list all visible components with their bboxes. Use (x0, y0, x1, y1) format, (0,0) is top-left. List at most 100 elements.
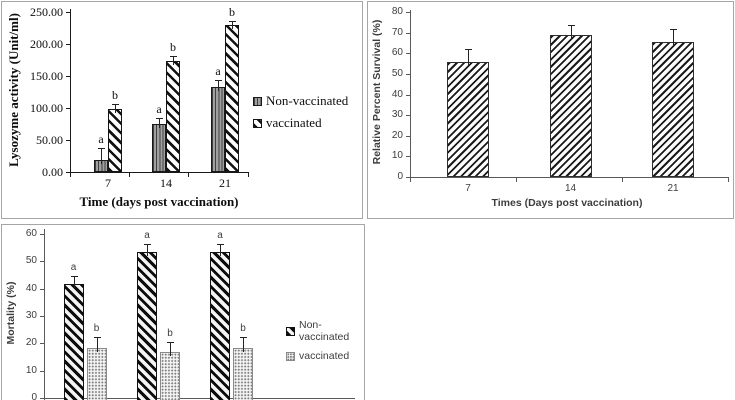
error-bar-stem (170, 341, 171, 357)
y-tick-mark (406, 177, 410, 178)
panel-lysozyme-chart: Lysozyme activity (Unit/ml) Time (days p… (1, 1, 363, 219)
y-tick-mark (40, 261, 44, 263)
sig-letter: a (156, 102, 162, 117)
y-tick-mark (406, 32, 410, 34)
error-bar-cap (567, 25, 575, 27)
y-tick-mark (406, 115, 410, 117)
error-bar-stem (73, 275, 75, 288)
sig-letter: b (170, 40, 176, 55)
panel-mortality-chart: Mortality (%) Non-vaccinated vaccinated … (1, 224, 365, 400)
vaccinated-swatch-icon (286, 351, 295, 361)
y-tick-mark (40, 398, 44, 399)
bar (86, 347, 107, 400)
legend-item-nonvaccinated: Non-vaccinated (253, 93, 348, 109)
y-tick-mark (66, 172, 70, 173)
y-tick-mark (406, 73, 410, 75)
x-axis-line (410, 177, 729, 178)
y-tick-mark (406, 94, 410, 96)
y-tick-mark (406, 135, 410, 137)
x-tick-label: 21 (219, 176, 231, 190)
error-bar-stem (159, 118, 160, 128)
error-bar-cap (93, 337, 101, 339)
x-tick-mark (410, 178, 411, 182)
y-axis-line (410, 10, 411, 177)
sig-letter: a (98, 131, 104, 146)
y-tick-label: 150.00 (30, 69, 63, 83)
legend-item-vaccinated: vaccinated (286, 350, 364, 362)
error-bar-stem (232, 20, 233, 30)
sig-letter: b (240, 323, 246, 335)
bar (210, 252, 230, 400)
x-tick-label: 14 (564, 183, 577, 194)
y-axis-line (70, 9, 71, 172)
nonvaccinated-swatch-icon (286, 326, 295, 336)
y-tick-label: 0 (31, 392, 37, 400)
y-axis-title: Lysozyme activity (Unit/ml) (6, 13, 21, 167)
bar (233, 347, 253, 400)
y-tick-label: 100.00 (30, 101, 63, 115)
bar (549, 34, 592, 177)
error-bar-stem (115, 104, 116, 113)
legend-label: Non-vaccinated (299, 319, 350, 343)
bar (166, 61, 180, 172)
y-tick-label: 0 (397, 171, 403, 182)
error-bar-cap (156, 118, 163, 120)
error-bar-stem (570, 25, 572, 39)
panel-survival-chart: Relative Percent Survival (%) Times (Day… (367, 1, 734, 219)
error-bar-cap (240, 337, 247, 339)
error-bar-cap (70, 275, 78, 277)
y-tick-label: 40 (391, 88, 403, 100)
error-bar-cap (215, 79, 222, 81)
y-tick-mark (406, 156, 410, 158)
error-bar-stem (96, 337, 98, 352)
bar (108, 108, 122, 172)
y-tick-mark (40, 234, 44, 235)
y-tick-label: 30 (391, 109, 403, 121)
y-tick-mark (66, 76, 70, 77)
y-tick-label: 50.00 (36, 133, 63, 147)
legend-label: vaccinated (266, 115, 322, 130)
y-tick-mark (40, 343, 44, 345)
legend-item-vaccinated: vaccinated (253, 115, 348, 131)
error-bar-cap (167, 341, 174, 343)
x-tick-mark (188, 173, 189, 177)
error-bar-cap (98, 147, 105, 149)
error-bar-cap (170, 56, 177, 58)
error-bar-cap (465, 49, 472, 51)
y-tick-mark (66, 140, 70, 141)
legend-label: Non-vaccinated (266, 93, 349, 108)
y-tick-mark (40, 288, 44, 290)
y-tick-label: 60 (391, 47, 403, 59)
x-tick-mark (516, 178, 517, 182)
bar (652, 41, 694, 177)
x-tick-label: 14 (160, 176, 172, 190)
bar (447, 61, 489, 177)
error-bar-stem (468, 49, 469, 66)
bar (211, 86, 225, 172)
sig-letter: a (215, 63, 221, 78)
y-tick-label: 20 (391, 129, 403, 141)
bar (137, 252, 157, 400)
y-tick-mark (406, 12, 410, 13)
nonvaccinated-swatch-icon (253, 96, 262, 106)
error-bar-cap (229, 20, 236, 22)
y-tick-label: 80 (391, 6, 403, 17)
sig-letter: b (229, 4, 235, 19)
error-bar-cap (670, 28, 677, 30)
bar (160, 352, 180, 400)
error-bar-cap (217, 244, 224, 246)
y-tick-label: 70 (391, 26, 403, 38)
y-tick-label: 40 (25, 282, 37, 294)
x-tick-label: 7 (465, 183, 471, 194)
error-bar-cap (144, 244, 151, 246)
y-tick-label: 200.00 (30, 37, 63, 51)
sig-letter: b (167, 327, 173, 339)
y-tick-label: 10 (25, 364, 37, 376)
y-tick-mark (66, 12, 70, 13)
error-bar-stem (220, 244, 221, 257)
y-tick-label: 30 (25, 310, 37, 321)
error-bar-stem (243, 337, 244, 352)
x-axis-line (70, 172, 249, 173)
sig-letter: b (93, 323, 100, 335)
